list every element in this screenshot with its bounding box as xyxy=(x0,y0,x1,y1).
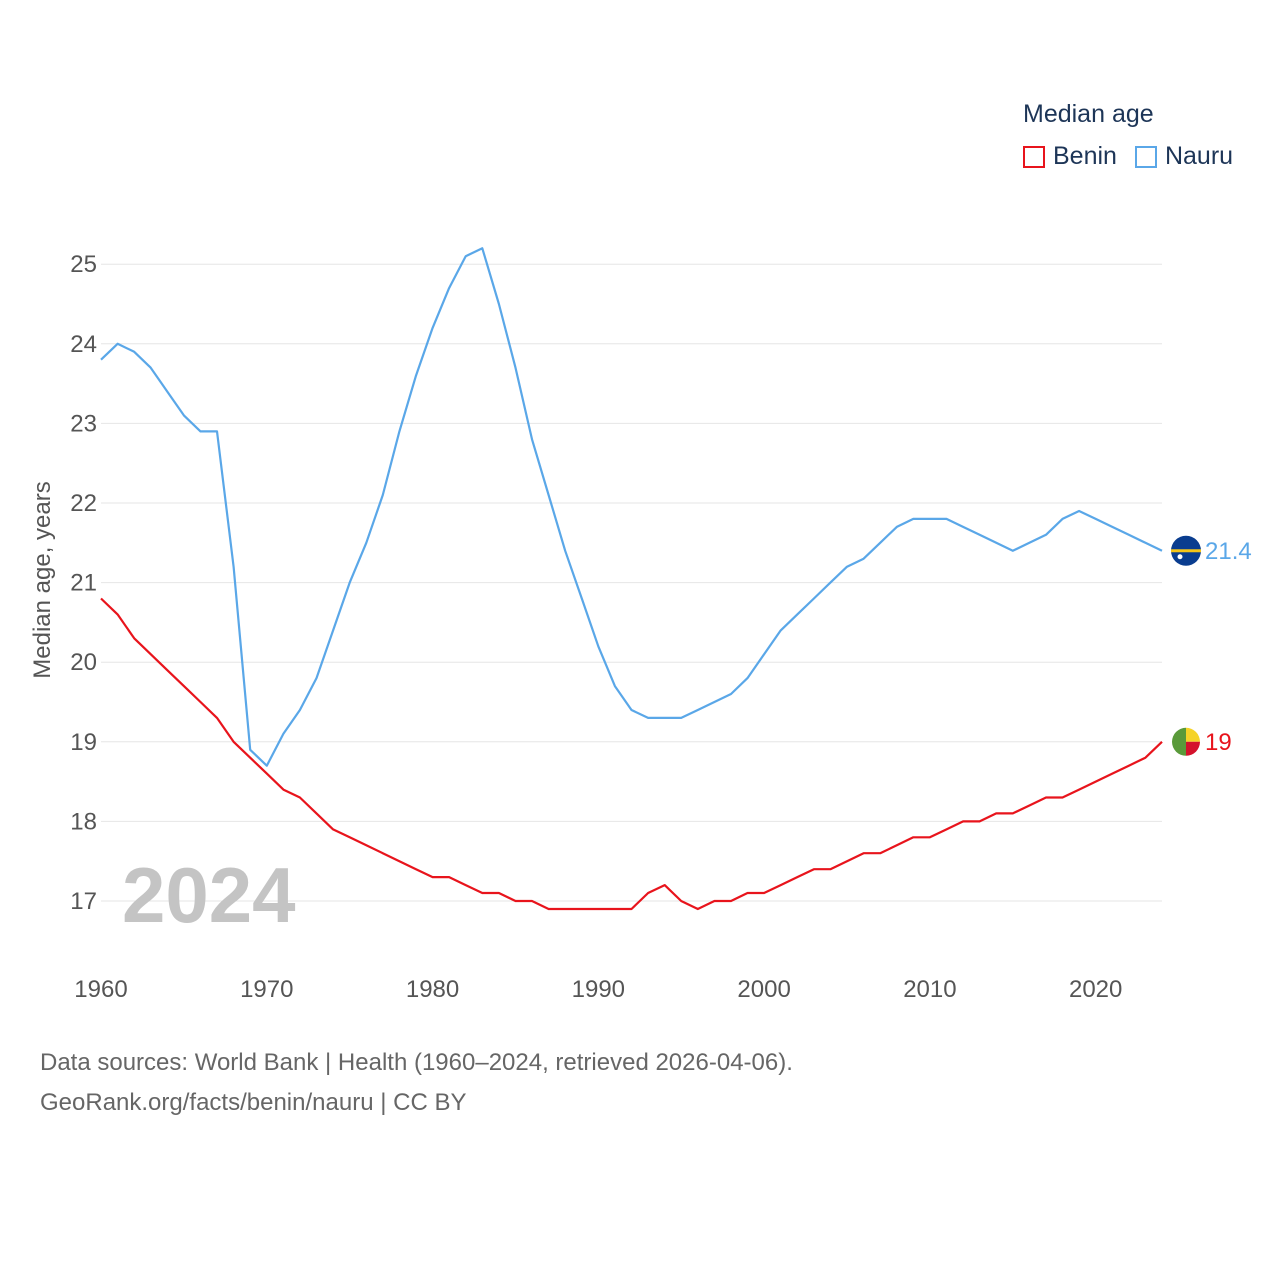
legend-label-nauru: Nauru xyxy=(1164,142,1234,170)
y-tick-label-22: 22 xyxy=(70,490,97,517)
legend-item-benin[interactable]: Benin xyxy=(1023,142,1117,171)
x-tick-label-1990: 1990 xyxy=(572,976,625,1003)
x-tick-label-2010: 2010 xyxy=(903,976,956,1003)
series-line-nauru xyxy=(100,247,1163,767)
line-chart: 17 18 19 20 21 22 23 24 25 1960 1970 1980 1990 2000 2… xyxy=(29,247,1252,1003)
x-tick-label-2000: 2000 xyxy=(737,976,790,1003)
benin-flag-green xyxy=(1172,727,1186,756)
current-year-label: 2024 xyxy=(122,851,296,939)
series-end-label-benin: 19 xyxy=(1205,729,1232,756)
series-line-benin xyxy=(100,597,1163,911)
benin-flag-icon xyxy=(1172,727,1200,756)
y-tick-label-18: 18 xyxy=(70,808,97,835)
legend-swatch-nauru xyxy=(1134,145,1157,168)
series-lines xyxy=(100,247,1163,911)
nauru-flag-stripe xyxy=(1171,549,1201,553)
x-tick-label-1960: 1960 xyxy=(74,976,127,1003)
y-axis-ticks: 17 18 19 20 21 22 23 24 25 xyxy=(70,251,97,915)
x-tick-label-2020: 2020 xyxy=(1069,976,1122,1003)
y-tick-label-24: 24 xyxy=(70,331,97,358)
y-axis-label: Median age, years xyxy=(29,481,56,678)
series-end-label-nauru: 21.4 xyxy=(1205,538,1252,565)
legend: Benin Nauru xyxy=(1023,142,1251,171)
footer: Data sources: World Bank | Health (1960–… xyxy=(40,1043,793,1123)
legend-swatch-benin xyxy=(1023,145,1045,168)
y-tick-label-20: 20 xyxy=(70,649,97,676)
y-tick-label-19: 19 xyxy=(70,729,97,756)
y-tick-label-25: 25 xyxy=(70,251,97,278)
legend-label-benin: Benin xyxy=(1053,142,1117,170)
data-source-text: Data sources: World Bank | Health (1960–… xyxy=(40,1049,793,1076)
benin-flag-red xyxy=(1186,741,1200,756)
legend-item-nauru[interactable]: Nauru xyxy=(1134,142,1234,171)
attribution-link[interactable]: GeoRank.org/facts/benin/nauru | CC BY xyxy=(40,1089,467,1116)
y-tick-label-23: 23 xyxy=(70,410,97,437)
x-axis-ticks: 1960 1970 1980 1990 2000 2010 2020 xyxy=(74,976,1122,1003)
series-end-markers: 19 21.4 xyxy=(1171,535,1252,756)
x-tick-label-1970: 1970 xyxy=(240,976,293,1003)
y-tick-label-17: 17 xyxy=(70,888,97,915)
legend-title: Median age xyxy=(1023,100,1154,128)
y-tick-label-21: 21 xyxy=(70,570,97,597)
nauru-flag-icon xyxy=(1171,535,1201,566)
gridlines xyxy=(101,263,1162,902)
nauru-flag-star xyxy=(1177,554,1183,560)
x-tick-label-1980: 1980 xyxy=(406,976,459,1003)
benin-flag-yellow xyxy=(1186,727,1200,742)
